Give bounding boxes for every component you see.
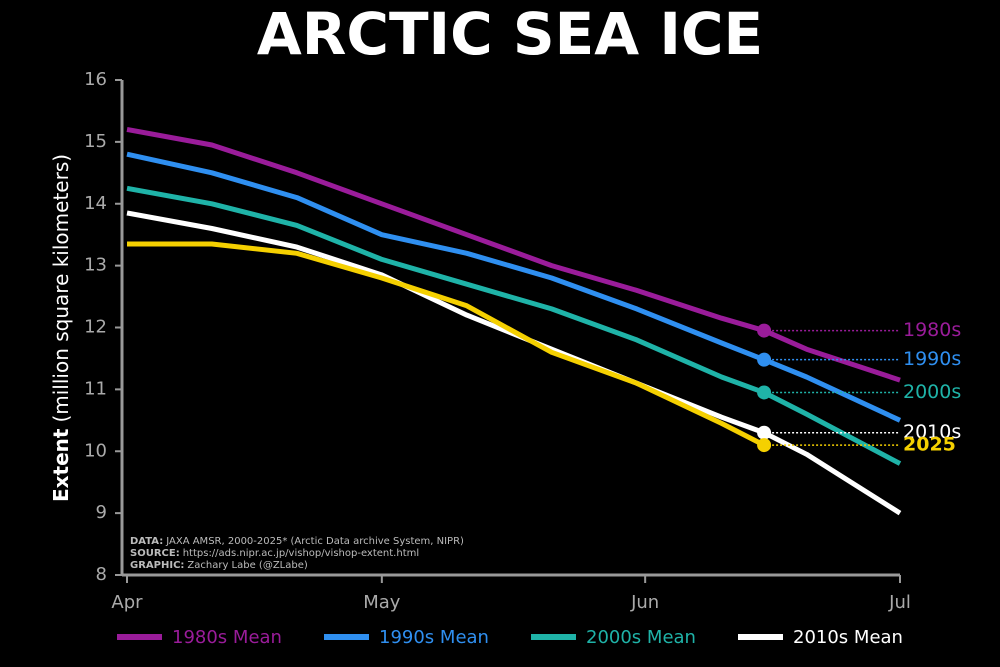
y-axis-title: Extent (million square kilometers) <box>49 154 73 502</box>
end-label: 2010s <box>903 421 961 443</box>
y-tick-label: 16 <box>84 69 107 90</box>
y-tick-label: 15 <box>84 131 107 152</box>
note-text: https://ads.nipr.ac.jp/vishop/vishop-ext… <box>183 548 419 559</box>
end-label: 2000s <box>903 381 961 403</box>
note: SOURCE: https://ads.nipr.ac.jp/vishop/vis… <box>130 548 419 559</box>
marker <box>757 323 772 338</box>
note-label: SOURCE: <box>130 548 180 559</box>
note-text: JAXA AMSR, 2000-2025* (Arctic Data archi… <box>165 536 464 547</box>
end-label: 1980s <box>903 319 961 341</box>
note: GRAPHIC: Zachary Labe (@ZLabe) <box>130 560 308 571</box>
y-tick-label: 11 <box>84 378 107 399</box>
note-label: GRAPHIC: <box>130 560 184 571</box>
note: DATA: JAXA AMSR, 2000-2025* (Arctic Data … <box>130 536 464 547</box>
legend-label: 2010s Mean <box>793 627 903 648</box>
marker <box>757 438 772 453</box>
series-line <box>126 151 902 423</box>
x-tick-label: Jul <box>888 592 911 613</box>
y-axis-title-bold: Extent <box>49 428 73 502</box>
note-label: DATA: <box>130 536 163 547</box>
y-tick-label: 9 <box>96 502 107 523</box>
series-line <box>126 185 902 466</box>
x-tick-label: May <box>363 592 401 613</box>
legend-label: 1980s Mean <box>172 627 282 648</box>
marker <box>757 385 772 400</box>
x-tick-label: Apr <box>111 592 143 613</box>
legend-label: 1990s Mean <box>379 627 489 648</box>
y-tick-label: 13 <box>84 255 107 276</box>
y-axis-title-rest: (million square kilometers) <box>49 154 73 423</box>
y-tick-label: 12 <box>84 317 107 338</box>
series-line <box>127 241 766 448</box>
marker <box>757 425 772 440</box>
y-tick-label: 10 <box>84 440 107 461</box>
chart-title: ARCTIC SEA ICE <box>257 0 763 68</box>
marker <box>757 352 772 367</box>
series-line <box>126 127 901 383</box>
end-label: 2025 <box>903 434 956 456</box>
note-text: Zachary Labe (@ZLabe) <box>187 560 307 571</box>
end-label: 1990s <box>903 348 961 370</box>
series-line <box>126 210 902 516</box>
x-tick-label: Jun <box>630 592 659 613</box>
y-tick-label: 8 <box>96 564 107 585</box>
legend-label: 2000s Mean <box>586 627 696 648</box>
y-tick-label: 14 <box>84 193 107 214</box>
